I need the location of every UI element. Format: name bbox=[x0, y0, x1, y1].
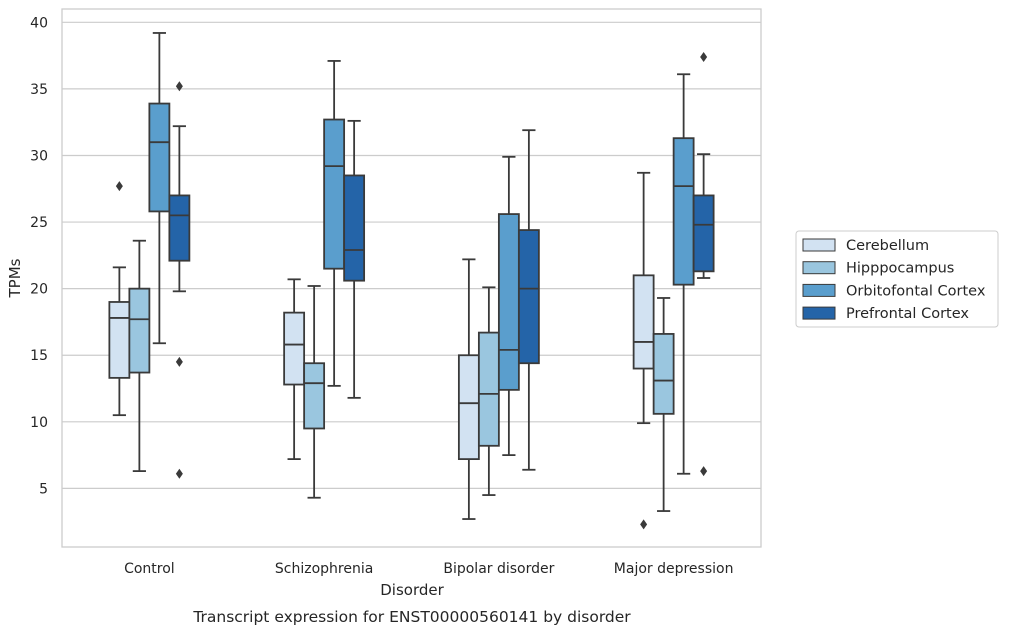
box-iqr bbox=[128, 287, 151, 374]
box-group bbox=[168, 81, 191, 479]
legend: Cerebellum Hipppocampus Orbitofontal Corte… bbox=[795, 230, 999, 328]
box-group bbox=[672, 73, 695, 475]
box-group bbox=[692, 51, 715, 477]
y-tick-label: 15 bbox=[30, 348, 48, 364]
y-tick-label: 10 bbox=[30, 415, 48, 431]
outlier-point bbox=[175, 468, 183, 479]
box-group bbox=[148, 32, 171, 345]
x-axis-ticks: Control Schizophrenia Bipolar disorder Majo… bbox=[124, 561, 733, 577]
legend-label: Orbitofontal Cortex bbox=[846, 283, 986, 299]
box-iqr bbox=[457, 354, 480, 461]
legend-label: Prefrontal Cortex bbox=[846, 306, 969, 322]
box-group bbox=[303, 285, 326, 499]
box-group bbox=[632, 171, 655, 530]
box-iqr bbox=[148, 102, 171, 213]
box-group bbox=[108, 181, 131, 417]
box-iqr bbox=[108, 301, 131, 379]
legend-label: Cerebellum bbox=[846, 238, 929, 254]
outlier-point bbox=[175, 356, 183, 367]
box-group bbox=[128, 239, 151, 472]
box-iqr bbox=[477, 331, 500, 447]
y-tick-label: 35 bbox=[30, 82, 48, 98]
box-iqr bbox=[343, 174, 366, 282]
box-group bbox=[457, 258, 480, 520]
box-iqr bbox=[283, 311, 306, 386]
y-tick-label: 30 bbox=[30, 148, 48, 164]
x-axis-label: Disorder bbox=[380, 581, 444, 599]
y-axis-label: TPMs bbox=[6, 258, 24, 298]
box-group bbox=[283, 278, 306, 461]
outlier-point bbox=[640, 519, 648, 530]
x-tick-label: Bipolar disorder bbox=[443, 561, 554, 577]
y-tick-label: 40 bbox=[30, 15, 48, 31]
x-tick-label: Major depression bbox=[614, 561, 734, 577]
box-iqr bbox=[497, 213, 520, 391]
box-iqr bbox=[692, 194, 715, 273]
legend-swatch bbox=[802, 306, 836, 320]
box-iqr bbox=[517, 229, 540, 365]
box-iqr bbox=[168, 194, 191, 262]
box-group bbox=[343, 119, 366, 399]
box-group bbox=[517, 129, 540, 471]
chart-caption: Transcript expression for ENST0000056014… bbox=[192, 608, 631, 626]
box-group bbox=[323, 60, 346, 387]
legend-swatch bbox=[802, 261, 836, 275]
legend-label: Hipppocampus bbox=[846, 261, 954, 277]
x-tick-label: Control bbox=[124, 561, 175, 577]
x-tick-label: Schizophrenia bbox=[275, 561, 373, 577]
box-iqr bbox=[632, 274, 655, 370]
box-group bbox=[477, 286, 500, 496]
box-group bbox=[497, 155, 520, 457]
box-iqr bbox=[652, 333, 675, 415]
outlier-point bbox=[700, 51, 708, 62]
plot-area-frame bbox=[61, 8, 762, 548]
legend-swatch bbox=[802, 283, 836, 297]
outlier-point bbox=[175, 81, 183, 92]
boxes bbox=[108, 32, 715, 530]
outlier-point bbox=[700, 466, 708, 477]
y-tick-label: 5 bbox=[39, 481, 48, 497]
box-group bbox=[652, 297, 675, 512]
outlier-point bbox=[115, 181, 123, 192]
y-tick-label: 25 bbox=[30, 215, 48, 231]
box-iqr bbox=[323, 118, 346, 270]
legend-frame bbox=[795, 230, 999, 328]
legend-swatch bbox=[802, 238, 836, 252]
box-iqr bbox=[672, 137, 695, 286]
box-iqr bbox=[303, 362, 326, 430]
y-axis-ticks: 5 10 15 20 25 30 35 40 bbox=[30, 15, 48, 497]
gridlines bbox=[62, 21, 761, 490]
y-tick-label: 20 bbox=[30, 282, 48, 298]
